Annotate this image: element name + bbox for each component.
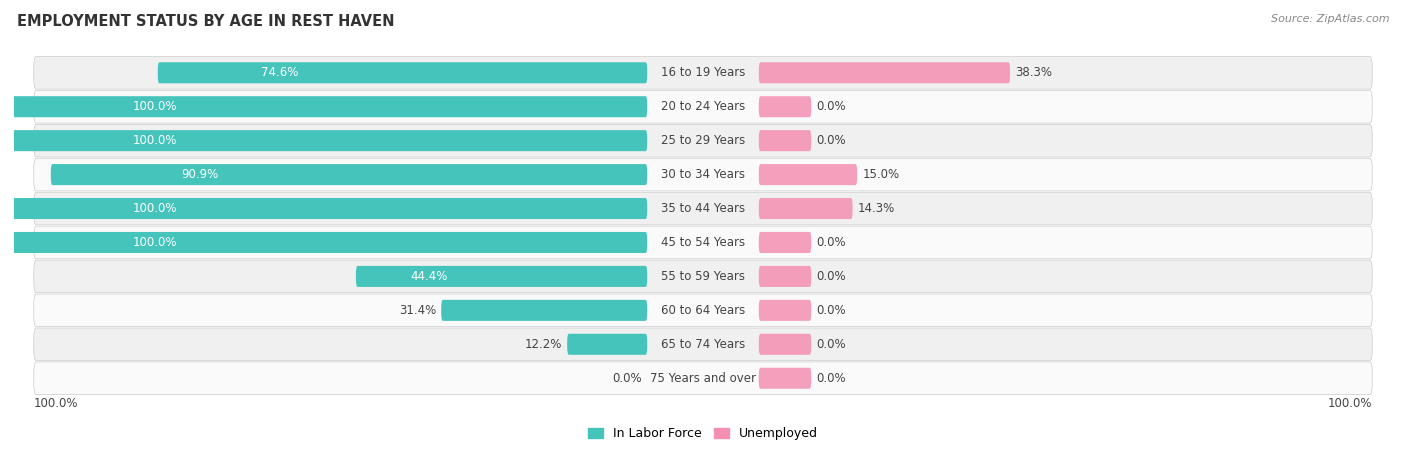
FancyBboxPatch shape: [0, 232, 647, 253]
FancyBboxPatch shape: [0, 130, 647, 151]
FancyBboxPatch shape: [759, 368, 811, 389]
Text: 60 to 64 Years: 60 to 64 Years: [661, 304, 745, 317]
FancyBboxPatch shape: [34, 158, 1372, 191]
Text: 100.0%: 100.0%: [134, 236, 177, 249]
Text: 0.0%: 0.0%: [817, 304, 846, 317]
Text: 0.0%: 0.0%: [817, 236, 846, 249]
FancyBboxPatch shape: [567, 334, 647, 355]
Text: Source: ZipAtlas.com: Source: ZipAtlas.com: [1271, 14, 1389, 23]
FancyBboxPatch shape: [759, 198, 852, 219]
Text: 100.0%: 100.0%: [34, 397, 79, 410]
Text: 75 Years and over: 75 Years and over: [650, 372, 756, 385]
Text: 25 to 29 Years: 25 to 29 Years: [661, 134, 745, 147]
Text: 55 to 59 Years: 55 to 59 Years: [661, 270, 745, 283]
FancyBboxPatch shape: [759, 266, 811, 287]
Text: 35 to 44 Years: 35 to 44 Years: [661, 202, 745, 215]
FancyBboxPatch shape: [759, 62, 1010, 83]
FancyBboxPatch shape: [34, 226, 1372, 259]
FancyBboxPatch shape: [759, 96, 811, 117]
FancyBboxPatch shape: [0, 96, 647, 117]
Text: 0.0%: 0.0%: [817, 134, 846, 147]
FancyBboxPatch shape: [759, 130, 811, 151]
FancyBboxPatch shape: [759, 300, 811, 321]
Text: 0.0%: 0.0%: [817, 372, 846, 385]
Text: 100.0%: 100.0%: [1327, 397, 1372, 410]
Legend: In Labor Force, Unemployed: In Labor Force, Unemployed: [583, 423, 823, 446]
FancyBboxPatch shape: [34, 56, 1372, 89]
Text: EMPLOYMENT STATUS BY AGE IN REST HAVEN: EMPLOYMENT STATUS BY AGE IN REST HAVEN: [17, 14, 394, 28]
Text: 90.9%: 90.9%: [181, 168, 218, 181]
FancyBboxPatch shape: [51, 164, 647, 185]
Text: 38.3%: 38.3%: [1015, 66, 1052, 79]
FancyBboxPatch shape: [34, 91, 1372, 123]
FancyBboxPatch shape: [0, 198, 647, 219]
FancyBboxPatch shape: [34, 124, 1372, 157]
Text: 16 to 19 Years: 16 to 19 Years: [661, 66, 745, 79]
Text: 0.0%: 0.0%: [817, 338, 846, 351]
Text: 100.0%: 100.0%: [134, 100, 177, 113]
FancyBboxPatch shape: [34, 362, 1372, 395]
Text: 20 to 24 Years: 20 to 24 Years: [661, 100, 745, 113]
FancyBboxPatch shape: [759, 334, 811, 355]
Text: 0.0%: 0.0%: [817, 100, 846, 113]
Text: 15.0%: 15.0%: [862, 168, 900, 181]
FancyBboxPatch shape: [34, 328, 1372, 360]
Text: 0.0%: 0.0%: [817, 270, 846, 283]
Text: 74.6%: 74.6%: [262, 66, 299, 79]
Text: 0.0%: 0.0%: [613, 372, 643, 385]
Text: 100.0%: 100.0%: [134, 134, 177, 147]
Text: 65 to 74 Years: 65 to 74 Years: [661, 338, 745, 351]
Text: 12.2%: 12.2%: [524, 338, 562, 351]
Text: 31.4%: 31.4%: [399, 304, 436, 317]
FancyBboxPatch shape: [34, 294, 1372, 327]
Text: 30 to 34 Years: 30 to 34 Years: [661, 168, 745, 181]
FancyBboxPatch shape: [759, 232, 811, 253]
Text: 14.3%: 14.3%: [858, 202, 896, 215]
FancyBboxPatch shape: [157, 62, 647, 83]
FancyBboxPatch shape: [356, 266, 647, 287]
FancyBboxPatch shape: [34, 192, 1372, 225]
Text: 45 to 54 Years: 45 to 54 Years: [661, 236, 745, 249]
Text: 44.4%: 44.4%: [411, 270, 447, 283]
Text: 100.0%: 100.0%: [134, 202, 177, 215]
FancyBboxPatch shape: [759, 164, 858, 185]
FancyBboxPatch shape: [34, 260, 1372, 293]
FancyBboxPatch shape: [441, 300, 647, 321]
